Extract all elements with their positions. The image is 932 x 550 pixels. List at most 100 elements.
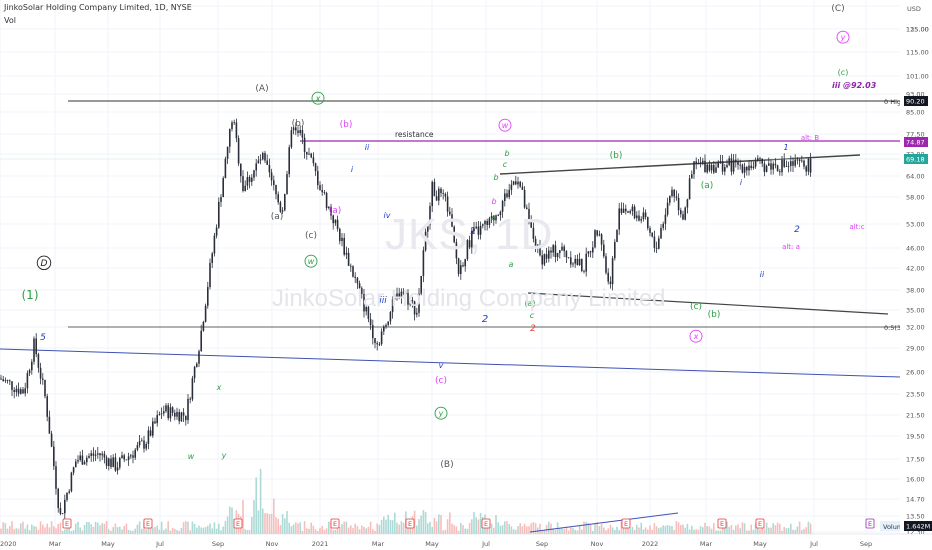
wave-label[interactable]: (a) [329,206,342,216]
candle-body [9,380,11,382]
wave-label[interactable]: b [504,149,509,158]
wave-label[interactable]: 2 [530,324,536,334]
wave-label[interactable]: y [221,451,227,460]
volume-bar [477,519,480,534]
wave-label[interactable]: (a) [701,181,714,191]
wave-label[interactable]: ii [365,143,370,152]
earnings-marker[interactable]: E [621,518,631,529]
wave-label[interactable]: c [503,160,508,169]
wave-label[interactable]: (b) [340,120,353,130]
candle-body [149,430,152,436]
wave-label[interactable]: D [36,255,52,271]
wave-label-text: x [216,383,222,392]
candle-body [411,300,414,302]
wave-label[interactable]: (c) [435,376,447,386]
symbol-title[interactable]: JinkoSolar Holding Company Limited, 1D, … [4,3,192,12]
wave-label[interactable]: ii [760,270,765,279]
earnings-marker[interactable]: E [755,518,765,529]
wave-label[interactable]: (a) [524,299,535,308]
volume-bar [2,522,4,534]
time-scale[interactable]: 2020 Mar May Jul Sep Nov 2021 Mar May Jul Sep Nov 20… [0,533,932,550]
wave-label[interactable]: 1 [470,226,476,237]
earnings-marker[interactable]: E [62,518,72,529]
wave-label[interactable]: (b) [610,151,623,161]
wave-label[interactable]: w [304,254,318,268]
wave-label-ring [304,254,318,268]
earnings-marker[interactable]: E [405,518,415,529]
wave-label[interactable]: (B) [440,460,453,470]
wave-label[interactable]: (c) [305,231,317,241]
volume-bar [308,528,310,534]
wave-label[interactable]: (c) [838,68,849,77]
price-tick: 101.00 [906,73,929,81]
volume-bar [730,524,733,534]
earnings-marker[interactable]: E [865,518,875,529]
wave-label[interactable]: y [434,406,448,420]
earnings-marker[interactable]: E [143,518,153,529]
wave-label[interactable]: (b) [708,310,721,320]
wave-label[interactable]: iv [384,211,391,220]
wave-label[interactable]: 2 [482,314,488,325]
candle-body [125,459,128,461]
candle-body [504,193,506,202]
volume-bar [156,525,158,534]
wave-label[interactable]: 1 [783,143,788,152]
wave-label[interactable]: (a) [271,212,284,222]
candle-body [248,177,251,182]
earnings-marker[interactable]: E [481,518,491,529]
earnings-marker[interactable]: E [717,518,727,529]
wave-label[interactable]: w [188,452,195,461]
earnings-marker-text: E [408,520,412,528]
wave-label[interactable]: v [439,361,444,370]
volume-bar [266,513,268,534]
volume-bar [284,518,286,534]
earnings-marker[interactable]: E [330,518,340,529]
wave-label[interactable]: x [311,91,325,105]
wave-label[interactable]: alt: a [782,243,800,251]
wave-label[interactable]: x [216,383,222,392]
price-scale[interactable]: USD125.00115.00101.0093.0085.0077.5072.0… [900,0,932,550]
wave-label[interactable]: 5 [40,333,46,343]
candle-body [620,208,623,213]
wave-label[interactable]: i [740,178,743,187]
wave-label[interactable]: alt:c [849,223,864,231]
wave-label[interactable]: a [492,213,497,222]
wave-label[interactable]: b [491,197,496,206]
wave-label[interactable]: c [530,311,535,320]
wave-label[interactable]: b [493,173,498,182]
wave-label-ring [836,30,850,44]
volume-bar [499,525,502,534]
volume-bar [732,529,735,534]
volume-bar [796,526,799,534]
wave-label[interactable]: (A) [255,84,268,94]
wave-label[interactable]: i [351,165,354,174]
wave-label[interactable]: x [689,329,703,343]
wave-label[interactable]: alt: B [801,134,820,142]
wave-label[interactable]: w [498,118,512,132]
volume-indicator-label[interactable]: Vol [4,16,16,25]
candle-body [374,338,376,344]
wave-label[interactable]: (c) [690,302,702,312]
wave-label[interactable]: a [509,260,514,269]
volume-bar [420,515,422,534]
wave-label[interactable]: (C) [831,4,844,14]
candle-body [321,189,323,193]
wave-label[interactable]: 2 [794,225,800,235]
earnings-marker[interactable]: E [233,518,243,529]
price-tick: 85.00 [906,109,925,117]
candle-body [61,513,64,515]
volume-bar [664,525,667,534]
wave-label[interactable]: y [836,30,850,44]
volume-bar [559,527,561,534]
candle-body [365,307,367,312]
candle-body [427,224,429,232]
volume-bar [352,528,354,534]
wave-label[interactable]: iii [379,296,387,306]
wave-label[interactable]: (b) [292,119,305,129]
volume-bar [721,523,724,534]
wave-label[interactable]: (1) [22,288,39,302]
candle-body [550,250,552,253]
candle-body [81,455,84,465]
volume-bar [77,521,79,534]
